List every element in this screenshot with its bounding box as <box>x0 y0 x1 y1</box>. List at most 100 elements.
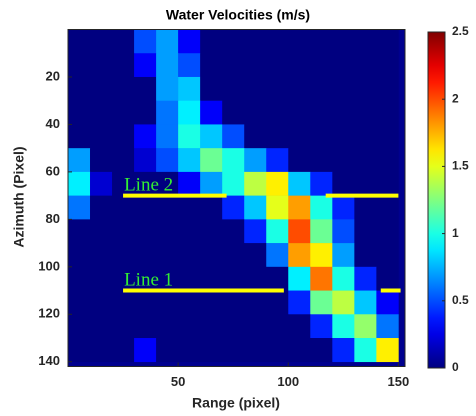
y-tick-label: 80 <box>46 211 60 226</box>
heat-cell <box>354 100 377 125</box>
chart-title: Water Velocities (m/s) <box>166 7 310 23</box>
heat-cell <box>310 195 333 220</box>
heat-cell <box>68 100 91 125</box>
heat-cell <box>222 148 245 173</box>
colorbar-tick-label: 2.5 <box>452 24 469 38</box>
heat-cell <box>178 219 201 244</box>
heat-cell <box>354 171 377 196</box>
heat-cell <box>332 195 355 220</box>
heat-cell <box>376 171 399 196</box>
colorbar-tick-label: 0.5 <box>452 293 469 307</box>
heat-cell <box>134 76 157 101</box>
heat-cell <box>112 124 135 149</box>
heat-cell <box>68 124 91 149</box>
heatmap <box>68 29 399 363</box>
heat-cell <box>90 219 113 244</box>
heat-cell <box>376 338 399 363</box>
heat-cell <box>266 219 289 244</box>
heat-cell <box>288 219 311 244</box>
heat-cell <box>288 290 311 315</box>
heat-cell <box>310 290 333 315</box>
heat-cell <box>244 219 267 244</box>
heat-cell <box>310 53 333 78</box>
heat-cell <box>112 195 135 220</box>
heat-cell <box>310 148 333 173</box>
heat-cell <box>68 171 91 196</box>
heat-cell <box>178 171 201 196</box>
heat-cell <box>112 100 135 125</box>
heat-cell <box>134 195 157 220</box>
heat-cell <box>90 171 113 196</box>
heat-cell <box>156 171 179 196</box>
heat-cell <box>244 76 267 101</box>
heat-cell <box>376 124 399 149</box>
heat-cell <box>112 338 135 363</box>
heat-cell <box>244 338 267 363</box>
heat-cell <box>354 219 377 244</box>
heat-cell <box>222 243 245 268</box>
heat-cell <box>134 290 157 315</box>
heat-cell <box>112 314 135 339</box>
heat-cell <box>376 219 399 244</box>
heat-cell <box>376 76 399 101</box>
heat-cell <box>354 290 377 315</box>
heat-cell <box>222 266 245 291</box>
heat-cell <box>134 219 157 244</box>
heat-cell <box>332 100 355 125</box>
heat-cell <box>156 76 179 101</box>
heat-cell <box>178 290 201 315</box>
heat-cell <box>332 243 355 268</box>
heat-cell <box>332 314 355 339</box>
heat-cell <box>68 290 91 315</box>
heat-cell <box>332 29 355 54</box>
heat-cell <box>90 53 113 78</box>
heat-cell <box>376 29 399 54</box>
heat-cell <box>178 124 201 149</box>
heat-cell <box>68 195 91 220</box>
heat-cell <box>222 195 245 220</box>
line-label: Line 2 <box>124 175 173 196</box>
y-tick-label: 20 <box>46 68 60 83</box>
heat-cell <box>376 243 399 268</box>
y-tick-label: 120 <box>38 306 60 321</box>
colorbar-tick-label: 0 <box>452 360 459 374</box>
heat-cell <box>310 124 333 149</box>
heat-cell <box>310 219 333 244</box>
heat-cell <box>244 314 267 339</box>
heat-cell <box>200 266 223 291</box>
heat-cell <box>222 124 245 149</box>
heat-cell <box>134 243 157 268</box>
heat-cell <box>200 100 223 125</box>
heat-cell <box>288 314 311 339</box>
heat-cell <box>266 76 289 101</box>
overlay: Line 2 Line 1 <box>123 175 401 293</box>
heat-cell <box>310 338 333 363</box>
heat-cell <box>90 124 113 149</box>
heat-cell <box>288 148 311 173</box>
heat-cell <box>90 195 113 220</box>
heat-cell <box>354 76 377 101</box>
heat-cell <box>266 100 289 125</box>
heat-cell <box>68 76 91 101</box>
heat-cell <box>332 219 355 244</box>
colorbar-tick-label: 1 <box>452 226 459 240</box>
heat-cell <box>112 290 135 315</box>
heat-cell <box>156 219 179 244</box>
heat-cell <box>68 148 91 173</box>
heat-cell <box>266 290 289 315</box>
heat-cell <box>354 29 377 54</box>
heat-cell <box>112 148 135 173</box>
heat-cell <box>200 290 223 315</box>
heat-cell <box>134 266 157 291</box>
heat-cell <box>354 195 377 220</box>
heat-cell <box>68 266 91 291</box>
y-axis-label: Azimuth (Pixel) <box>11 146 27 247</box>
heat-cell <box>244 171 267 196</box>
heat-cell <box>112 219 135 244</box>
heat-cell <box>354 124 377 149</box>
heat-cell <box>200 76 223 101</box>
heat-cell <box>112 266 135 291</box>
heat-cell <box>354 338 377 363</box>
y-tick-label: 40 <box>46 116 60 131</box>
heat-cell <box>332 266 355 291</box>
